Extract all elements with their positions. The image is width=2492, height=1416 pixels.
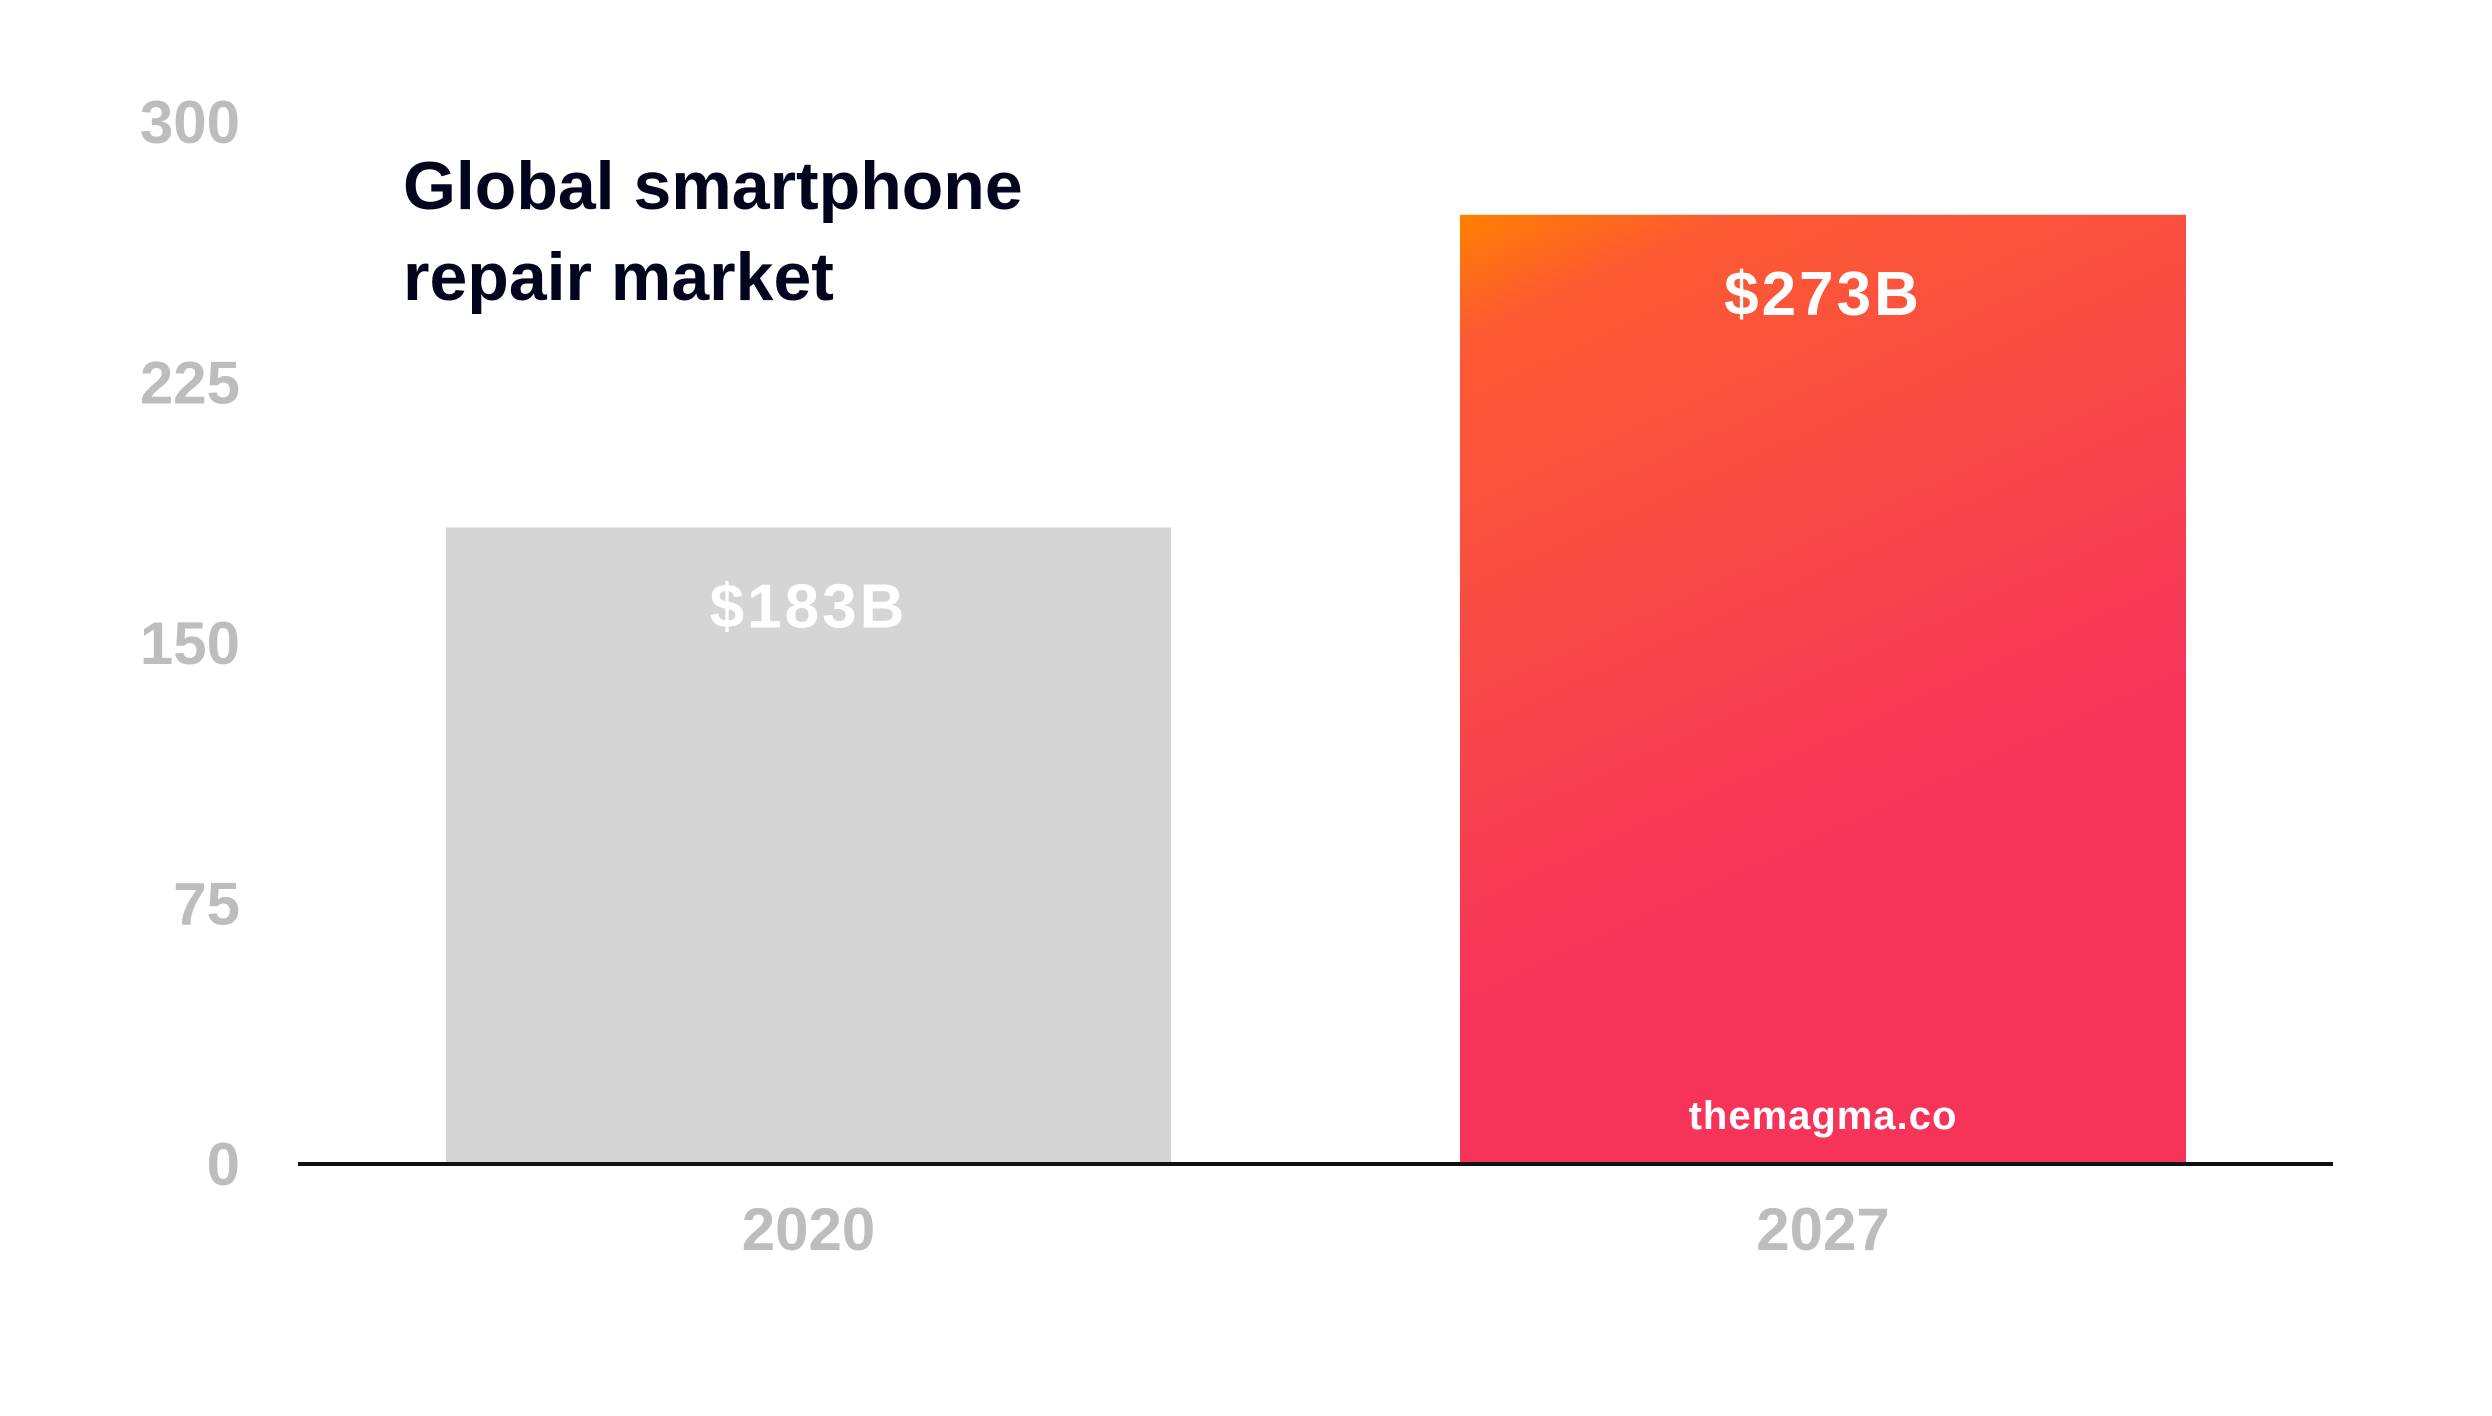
y-tick-label: 300 bbox=[140, 89, 240, 156]
chart-title-line-1: Global smartphone bbox=[403, 148, 1023, 224]
x-tick-label: 2027 bbox=[1756, 1196, 1889, 1263]
watermark: themagma.co bbox=[1689, 1094, 1958, 1138]
y-tick-label: 75 bbox=[173, 871, 240, 938]
bar-2027 bbox=[1460, 214, 2186, 1163]
chart-title-line-2: repair market bbox=[403, 239, 834, 315]
y-tick-label: 150 bbox=[140, 610, 240, 677]
chart-title: Global smartphone repair market bbox=[403, 141, 1023, 323]
bars bbox=[446, 214, 2186, 1163]
y-axis-ticks: 0 75 150 225 300 bbox=[140, 89, 240, 1198]
value-labels: $183B $273B bbox=[710, 260, 1922, 642]
bar-2020 bbox=[446, 527, 1171, 1163]
value-label-2027: $273B bbox=[1724, 260, 1922, 329]
value-label-2020: $183B bbox=[710, 572, 908, 641]
x-tick-label: 2020 bbox=[742, 1196, 875, 1263]
y-tick-label: 0 bbox=[207, 1131, 240, 1198]
x-axis-ticks: 2020 2027 bbox=[742, 1196, 1890, 1263]
y-tick-label: 225 bbox=[140, 350, 240, 417]
